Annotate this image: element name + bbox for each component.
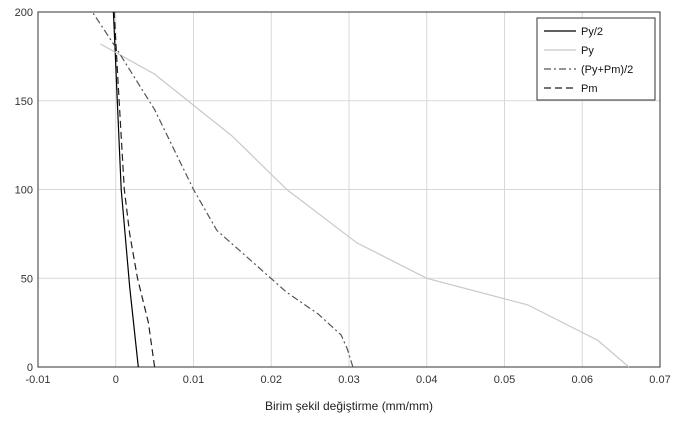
y-tick-label: 150 [15, 96, 33, 108]
x-tick-label: 0.01 [183, 374, 204, 386]
legend-label: Py/2 [581, 26, 603, 38]
y-tick-label: 200 [15, 7, 33, 19]
series-line-1 [112, 11, 139, 368]
legend: Py/2 Py (Py+Pm)/2 Pm [536, 17, 656, 101]
y-tick-label: 50 [21, 273, 33, 285]
legend-box [536, 17, 656, 101]
x-tick-label: 0.02 [261, 374, 282, 386]
x-axis-label: Birim şekil değiştirme (mm/mm) [265, 399, 433, 413]
series-lines [91, 11, 630, 368]
series-line-4 [113, 11, 156, 368]
legend-label: Py [581, 45, 594, 57]
y-tick-label: 100 [15, 185, 33, 197]
x-tick-label: 0.06 [572, 374, 593, 386]
x-tick-label: 0.05 [494, 374, 515, 386]
tick-labels: -0.01 0 0.01 0.02 0.03 0.04 0.05 0.06 0.07050100… [15, 7, 671, 386]
y-tick-label: 0 [27, 362, 33, 374]
plot-frame [37, 11, 661, 368]
x-tick-label: -0.01 [25, 374, 50, 386]
x-tick-label: 0.04 [416, 374, 437, 386]
x-tick-label: 0.03 [338, 374, 359, 386]
series-line-3 [91, 11, 354, 368]
series-line-2 [99, 43, 630, 368]
x-tick-label: 0.07 [649, 374, 670, 386]
legend-label: (Py+Pm)/2 [581, 64, 633, 76]
x-tick-label: 0 [113, 374, 119, 386]
legend-label: Pm [581, 83, 598, 95]
